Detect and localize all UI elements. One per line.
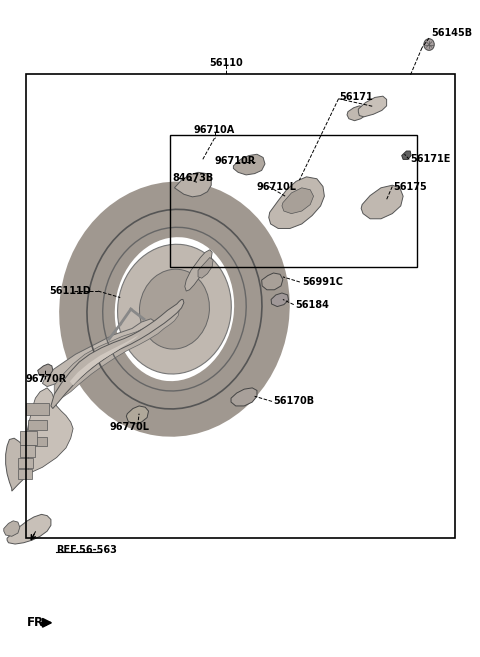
Text: 56171: 56171 (339, 93, 373, 102)
Text: 56171E: 56171E (410, 154, 451, 164)
Polygon shape (402, 151, 411, 160)
Ellipse shape (140, 269, 209, 349)
Polygon shape (359, 96, 386, 117)
Text: REF.56-563: REF.56-563 (57, 545, 118, 555)
Text: 96710L: 96710L (257, 181, 297, 192)
Polygon shape (126, 406, 148, 424)
Polygon shape (42, 319, 156, 386)
Polygon shape (16, 388, 73, 477)
Polygon shape (262, 273, 283, 290)
Bar (26, 403, 49, 415)
Polygon shape (282, 188, 313, 214)
Bar (26, 74, 455, 538)
Text: 96710A: 96710A (194, 125, 235, 135)
Bar (170, 135, 417, 267)
Bar (29, 437, 47, 446)
Text: FR.: FR. (27, 616, 49, 629)
Polygon shape (198, 258, 213, 278)
Polygon shape (54, 309, 179, 398)
Text: 96710R: 96710R (215, 156, 256, 166)
Bar (18, 457, 34, 468)
Polygon shape (51, 300, 184, 409)
Text: 96770L: 96770L (109, 422, 150, 432)
Text: 56145B: 56145B (432, 28, 472, 38)
Text: 56110: 56110 (209, 58, 243, 68)
Bar (20, 431, 36, 445)
Bar (18, 469, 32, 478)
Text: 56111D: 56111D (49, 286, 91, 296)
Polygon shape (271, 293, 288, 307)
Ellipse shape (118, 244, 231, 374)
Polygon shape (38, 364, 53, 377)
Bar (28, 420, 47, 430)
Polygon shape (361, 185, 403, 219)
Polygon shape (7, 514, 51, 544)
Polygon shape (185, 250, 212, 291)
Text: 56991C: 56991C (302, 277, 343, 287)
Text: 96770R: 96770R (26, 374, 67, 384)
Bar (20, 445, 35, 457)
Text: 56170B: 56170B (274, 396, 314, 407)
Text: 84673B: 84673B (172, 173, 213, 183)
Ellipse shape (424, 39, 434, 51)
Polygon shape (4, 521, 20, 536)
Polygon shape (174, 172, 211, 197)
Text: 56175: 56175 (394, 181, 428, 192)
Polygon shape (233, 154, 265, 175)
Text: 56184: 56184 (296, 300, 329, 309)
Polygon shape (269, 177, 324, 229)
Polygon shape (70, 335, 139, 385)
Polygon shape (6, 438, 29, 491)
Polygon shape (347, 106, 367, 121)
Polygon shape (231, 388, 257, 406)
